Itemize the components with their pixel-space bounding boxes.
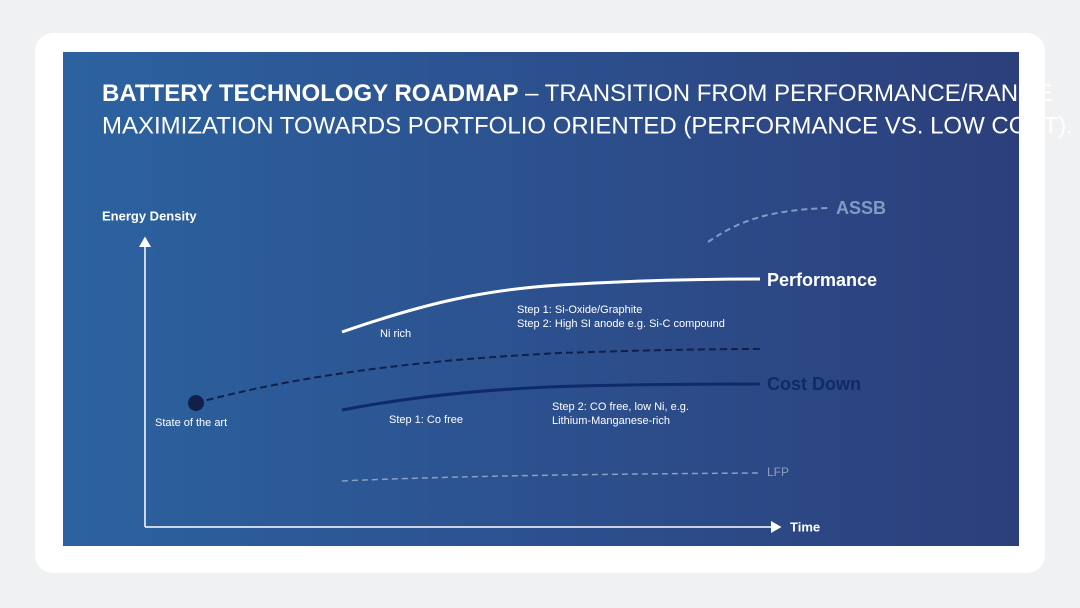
title-line1: BATTERY TECHNOLOGY ROADMAP – TRANSITION …: [102, 80, 1053, 107]
annotation: Step 2: High SI anode e.g. Si-C compound: [517, 318, 725, 330]
annotation: Lithium-Manganese-rich: [552, 415, 670, 427]
title-rest: – TRANSITION FROM PERFORMANCE/RANGE: [525, 80, 1053, 107]
annotation: State of the art: [155, 417, 227, 429]
title-bold: BATTERY TECHNOLOGY ROADMAP: [102, 80, 518, 107]
curve-label: LFP: [767, 465, 789, 479]
annotation: Step 1: Co free: [389, 414, 463, 426]
performance-curve: [341, 277, 761, 334]
curve-label: Performance: [767, 270, 877, 290]
curve-label: Cost Down: [767, 374, 861, 394]
assb-curve: [707, 207, 829, 243]
annotation: Step 2: CO free, low Ni, e.g.: [552, 401, 689, 413]
x-axis-label: Time: [790, 519, 820, 534]
slide-background: [63, 52, 1019, 546]
lfp-curve: [341, 472, 761, 482]
state-dot: [188, 395, 204, 411]
curve-label: ASSB: [836, 198, 886, 218]
cost-down-curve: [341, 382, 761, 412]
y-axis-label: Energy Density: [102, 208, 197, 223]
title-line2: MAXIMIZATION TOWARDS PORTFOLIO ORIENTED …: [102, 112, 1073, 139]
dashed-trend: [195, 348, 761, 404]
annotation: Step 1: Si-Oxide/Graphite: [517, 304, 642, 316]
annotation: Ni rich: [380, 328, 411, 340]
